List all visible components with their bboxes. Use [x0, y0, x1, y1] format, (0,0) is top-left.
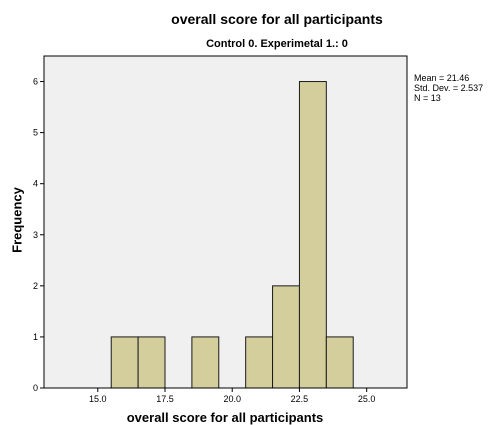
- histogram-bar-6: [325, 336, 354, 389]
- histogram-bar-3: [245, 336, 274, 389]
- histogram-bar-0: [110, 336, 139, 389]
- x-tick-label-2: 20.0: [223, 394, 241, 404]
- histogram-bar-4: [272, 285, 300, 389]
- stats-n: N = 13: [414, 93, 441, 103]
- y-tick-label-5: 5: [33, 128, 38, 138]
- y-tick-label-3: 3: [33, 230, 38, 240]
- y-tick-label-0: 0: [33, 383, 38, 393]
- plot-frame: [43, 55, 408, 389]
- x-tick-label-4: 25.0: [358, 394, 376, 404]
- plot-background: [44, 56, 407, 388]
- chart-subtitle: Control 0. Experimetal 1.: 0: [206, 38, 348, 50]
- histogram-bar-5: [298, 81, 327, 389]
- stats-annotation: Mean = 21.46 Std. Dev. = 2.537 N = 13: [414, 73, 483, 103]
- x-tick-label-0: 15.0: [89, 394, 107, 404]
- stats-mean: Mean = 21.46: [414, 73, 470, 83]
- x-tick-label-1: 17.5: [156, 394, 174, 404]
- y-tick-label-4: 4: [33, 179, 38, 189]
- y-tick-label-2: 2: [33, 281, 38, 291]
- histogram-bar-2: [191, 336, 220, 389]
- y-tick-label-1: 1: [33, 332, 38, 342]
- histogram-bar-1: [137, 336, 166, 389]
- x-tick-label-3: 22.5: [291, 394, 309, 404]
- stats-std-dev: Std. Dev. = 2.537: [414, 83, 484, 93]
- x-axis-label: overall score for all participants: [126, 410, 324, 425]
- y-tick-label-6: 6: [33, 77, 38, 87]
- chart-title: overall score for all participants: [171, 11, 383, 27]
